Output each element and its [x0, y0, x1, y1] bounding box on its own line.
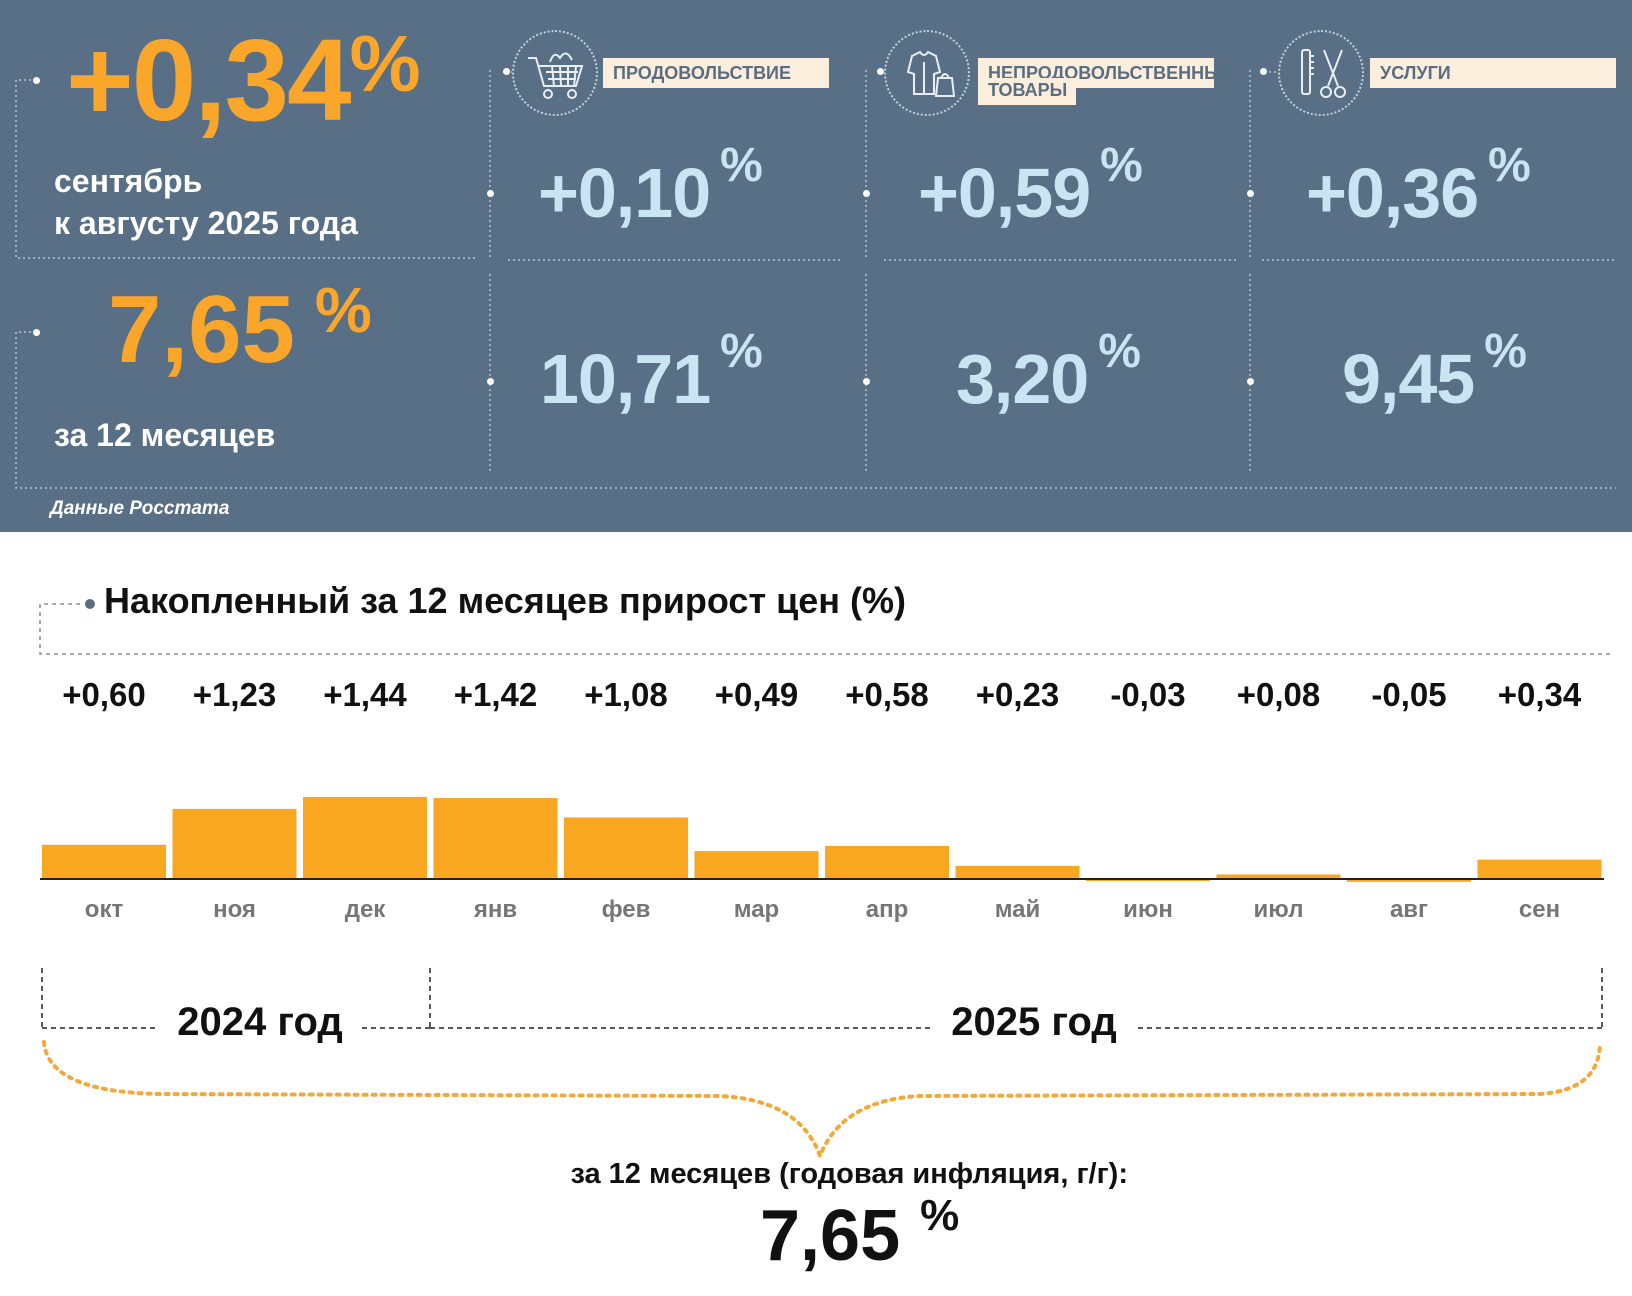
nonfood-monthly-pct: % [1100, 139, 1143, 192]
month-tick-label: июн [1123, 896, 1173, 923]
bar-окт [42, 844, 166, 879]
annual-headline: 7,65% [108, 278, 372, 378]
bar-ноя [172, 808, 297, 879]
month-tick-label: фев [601, 896, 651, 923]
monthly-desc-line1: сентябрь [54, 163, 203, 199]
bar-value-label: +1,08 [584, 676, 668, 713]
annual-description: за 12 месяцев [54, 417, 276, 453]
bar-мар [694, 851, 819, 879]
category-label-food: ПРОДОВОЛЬСТВИЕ [603, 58, 829, 88]
monthly-value: +0,34 [66, 15, 352, 145]
month-tick-label: окт [84, 896, 124, 923]
summary-panel: +0,34% сентябрь к августу 2025 года 7,65… [0, 0, 1632, 532]
bar-авг [1347, 879, 1471, 882]
bar-value-label: -0,05 [1371, 676, 1447, 713]
guide-dot [863, 190, 870, 197]
guide-dot [1260, 68, 1267, 75]
bar-сен [1477, 859, 1602, 879]
month-tick-label: янв [473, 896, 518, 923]
month-tick-label: сен [1518, 896, 1561, 923]
guide-dot [877, 68, 884, 75]
monthly-headline: +0,34% [66, 19, 421, 138]
bar-chart [40, 796, 1604, 882]
month-tick-label: июл [1253, 896, 1304, 923]
monthly-description: сентябрь к августу 2025 года [54, 160, 358, 244]
bar-value-label: +0,58 [845, 676, 929, 713]
year-label-2024: 2024 год [177, 1000, 343, 1044]
bar-value-label: +1,44 [323, 676, 407, 713]
nonfood-label-line2: ТОВАРЫ [978, 78, 1076, 105]
guide-dot [487, 190, 494, 197]
services-monthly-number: +0,36 [1306, 154, 1479, 232]
food-annual-number: 10,71 [540, 340, 711, 418]
bar-value-label: +0,23 [975, 676, 1060, 713]
food-monthly-pct: % [720, 139, 763, 192]
food-monthly-number: +0,10 [538, 154, 711, 232]
total-caption: за 12 месяцев (годовая инфляция, г/г): [0, 1158, 1244, 1191]
bar-дек [303, 796, 427, 879]
bar-value-label: +0,60 [62, 676, 146, 713]
nonfood-annual-pct: % [1098, 325, 1141, 378]
bar-value-label: -0,03 [1110, 676, 1186, 713]
total-value: 7,65% [760, 1194, 959, 1273]
month-tick-label: апр [865, 896, 909, 923]
clothes-icon [884, 30, 970, 116]
bar-май [955, 865, 1080, 879]
nonfood-monthly-value: +0,59% [918, 142, 1143, 229]
nonfood-annual-value: 3,20% [956, 328, 1141, 415]
source-note: Данные Росстата [50, 498, 230, 519]
food-annual-pct: % [720, 325, 763, 378]
chart-title: Накопленный за 12 месяцев прирост цен (%… [104, 580, 906, 621]
services-annual-number: 9,45 [1342, 340, 1475, 418]
guide-dot [503, 68, 510, 75]
monthly-desc-line2: к августу 2025 года [54, 205, 358, 241]
nonfood-annual-number: 3,20 [956, 340, 1089, 418]
month-tick-label: май [994, 896, 1041, 923]
bar-апр [825, 845, 949, 879]
bar-value-label: +0,34 [1497, 676, 1582, 713]
guide-dot [33, 329, 40, 336]
panel-guides [15, 70, 1616, 489]
annual-pct: % [314, 274, 372, 346]
bar-июл [1216, 874, 1341, 879]
bar-value-label: +0,08 [1236, 676, 1321, 713]
bar-янв [433, 798, 558, 879]
bar-фев [564, 817, 688, 879]
services-monthly-value: +0,36% [1306, 142, 1531, 229]
bar-value-label: +0,49 [714, 676, 799, 713]
month-tick-label: дек [344, 896, 386, 923]
bar-value-label: +1,42 [453, 676, 538, 713]
total-caption-text: за 12 месяцев (годовая инфляция, г/г): [570, 1158, 1128, 1190]
guide-dot [863, 378, 870, 385]
food-annual-value: 10,71% [540, 328, 763, 415]
category-label-services: УСЛУГИ [1370, 58, 1616, 88]
guide-dot [1247, 378, 1254, 385]
services-monthly-pct: % [1488, 139, 1531, 192]
chart-title-guides [39, 599, 1610, 655]
guide-dot [33, 77, 40, 84]
monthly-pct: % [349, 19, 421, 108]
month-tick-label: мар [733, 896, 780, 923]
scissors-comb-icon [1278, 30, 1364, 116]
month-tick-label: ноя [213, 896, 256, 923]
guide-dot [487, 378, 494, 385]
services-annual-pct: % [1484, 325, 1527, 378]
guide-dot [1247, 190, 1254, 197]
annual-value: 7,65 [108, 276, 295, 383]
year-brackets [41, 968, 1603, 1160]
bar-value-label: +1,23 [192, 676, 277, 713]
nonfood-monthly-number: +0,59 [918, 154, 1091, 232]
shopping-cart-icon [512, 30, 598, 116]
total-value-number: 7,65 [760, 1196, 901, 1276]
services-annual-value: 9,45% [1342, 328, 1527, 415]
month-tick-label: авг [1389, 896, 1429, 923]
total-value-pct: % [920, 1191, 960, 1240]
food-monthly-value: +0,10% [538, 142, 763, 229]
year-label-2025: 2025 год [951, 1000, 1117, 1044]
